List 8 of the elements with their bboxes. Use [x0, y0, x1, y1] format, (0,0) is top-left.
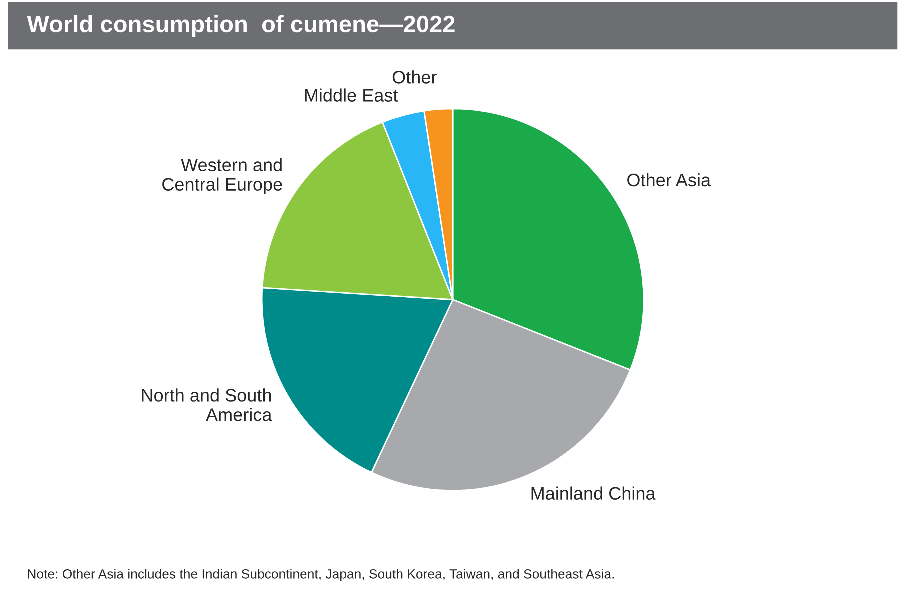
slice-label: Other Asia — [628, 173, 712, 187]
text: Note: Other Asia includes the Indian Subcontinent, Japan, South Korea, Taiwan, and Southeast Asia. — [28, 569, 614, 582]
slice-label: Middle East — [305, 88, 398, 102]
chart-title: World consumption of cumene—2022 — [27, 15, 455, 38]
slice-label: Western and Central Europe — [162, 158, 282, 195]
slice-label: Mainland China — [532, 486, 656, 500]
slice-label: North and South America — [142, 388, 272, 422]
slice-label: Other — [392, 70, 437, 84]
